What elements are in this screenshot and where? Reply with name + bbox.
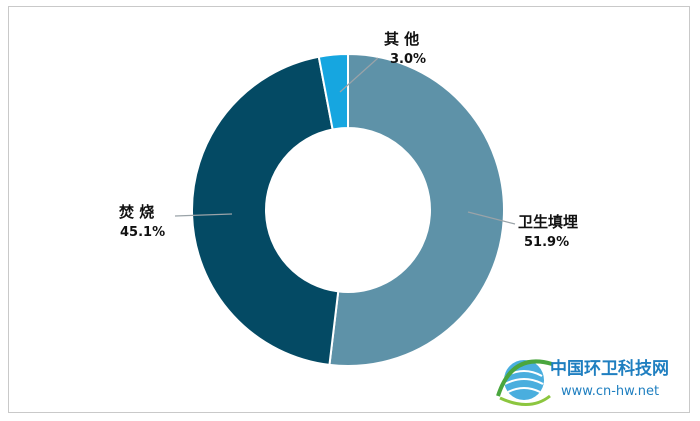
slice-label-landfill: 卫生填埋 (518, 213, 578, 231)
donut-slice-incineration (191, 55, 340, 367)
watermark-title: 中国环卫科技网 (550, 358, 669, 379)
donut-slice-landfill (328, 52, 505, 367)
slice-label-other: 其 他 (384, 30, 419, 48)
leader-line-other (339, 57, 379, 93)
leader-line-landfill (467, 211, 516, 225)
watermark-url: www.cn-hw.net (561, 384, 659, 399)
globe-icon (496, 359, 553, 406)
watermark-logo: 中国环卫科技网 www.cn-hw.net (496, 358, 669, 406)
slice-value-landfill: 51.9% (524, 235, 569, 250)
slice-value-incineration: 45.1% (120, 225, 165, 240)
slice-value-other: 3.0% (390, 52, 426, 67)
slice-label-incineration: 焚 烧 (118, 203, 154, 221)
donut-slice-other (317, 52, 349, 131)
donut-slices (191, 52, 505, 367)
leader-line-incineration (174, 213, 233, 217)
